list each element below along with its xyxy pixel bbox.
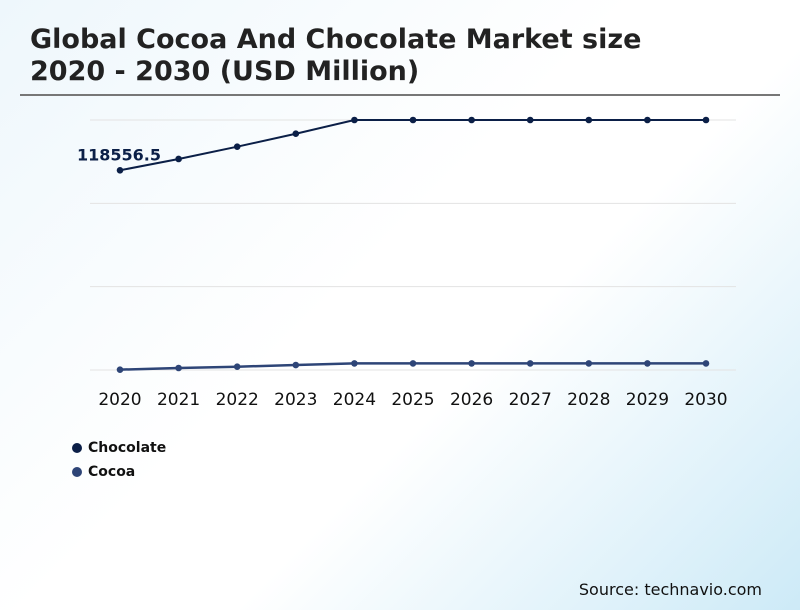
data-point-chocolate: [116, 166, 124, 174]
data-point-cocoa: [526, 360, 534, 367]
x-tick-label: 2028: [567, 390, 610, 410]
data-point-cocoa: [644, 360, 651, 367]
data-point-cocoa: [351, 360, 358, 367]
legend-label: Chocolate: [88, 440, 167, 456]
x-tick-label: 2025: [391, 390, 434, 410]
title-divider: [20, 94, 780, 96]
data-point-cocoa: [702, 360, 710, 367]
data-point-chocolate: [585, 116, 593, 124]
data-point-chocolate: [233, 143, 241, 151]
data-point-cocoa: [116, 366, 124, 373]
data-point-chocolate: [175, 155, 182, 163]
data-point-cocoa: [585, 360, 593, 367]
data-point-chocolate: [526, 116, 534, 124]
x-tick-label: 2020: [98, 390, 141, 410]
data-point-chocolate: [351, 116, 358, 124]
data-point-chocolate: [468, 116, 475, 124]
legend-marker-icon: [72, 443, 82, 453]
data-point-chocolate: [409, 116, 417, 124]
legend-item-cocoa[interactable]: Cocoa: [72, 460, 166, 484]
legend: Chocolate Cocoa: [72, 436, 166, 484]
data-point-cocoa: [292, 361, 300, 369]
series-line-chocolate: [119, 119, 706, 172]
legend-item-chocolate[interactable]: Chocolate: [72, 436, 166, 460]
legend-label: Cocoa: [88, 464, 136, 480]
x-tick-label: 2026: [450, 390, 493, 410]
data-point-chocolate: [292, 130, 300, 138]
data-point-chocolate: [644, 116, 651, 124]
data-point-cocoa: [468, 360, 475, 367]
title-line-2: 2020 - 2030 (USD Million): [30, 56, 420, 87]
legend-marker-icon: [72, 467, 82, 477]
x-tick-label: 2022: [216, 390, 259, 410]
data-point-cocoa: [233, 363, 241, 370]
data-point-cocoa: [409, 360, 417, 367]
title-line-1: Global Cocoa And Chocolate Market size: [30, 24, 642, 55]
data-point-chocolate: [702, 116, 710, 124]
x-tick-label: 2027: [509, 390, 552, 410]
source-text: Source: technavio.com: [578, 580, 762, 599]
x-tick-label: 2021: [157, 390, 200, 410]
data-point-cocoa: [175, 364, 182, 372]
data-label: 118556.5: [77, 145, 161, 164]
chart-title: Global Cocoa And Chocolate Market size 2…: [30, 24, 641, 88]
x-tick-label: 2023: [274, 390, 317, 410]
x-tick-label: 2029: [626, 390, 669, 410]
x-tick-label: 2024: [333, 390, 376, 410]
x-tick-label: 2030: [684, 390, 727, 410]
